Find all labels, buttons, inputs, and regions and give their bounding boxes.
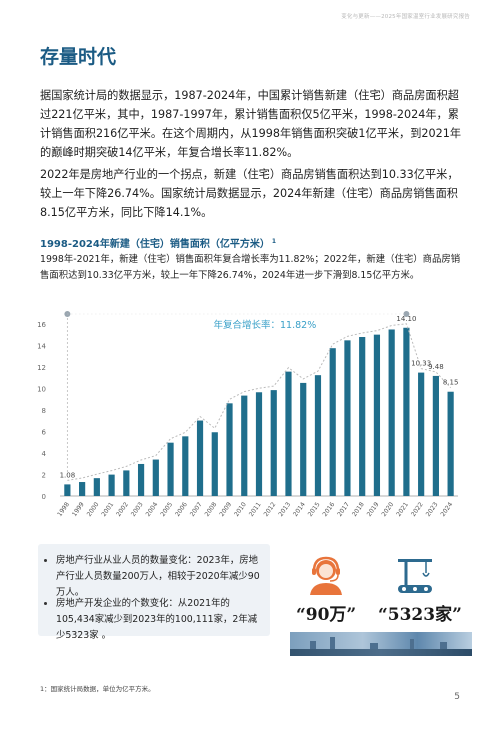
x-tick-label: 2005	[159, 501, 174, 518]
x-tick-label: 2013	[277, 501, 292, 518]
bar-2023	[432, 375, 439, 496]
x-tick-label: 2023	[425, 501, 440, 518]
x-tick-label: 2010	[233, 501, 248, 518]
x-tick-label: 2020	[381, 501, 396, 518]
x-tick-label: 2008	[204, 501, 219, 518]
x-tick-label: 2012	[263, 501, 278, 518]
x-tick-label: 2022	[410, 501, 425, 518]
crane-icon	[398, 559, 432, 593]
y-tick-label: 12	[37, 364, 46, 372]
page-title: 存量时代	[40, 46, 117, 68]
bar-2021	[403, 327, 410, 496]
bar-2014	[300, 382, 307, 496]
bar-2016	[329, 348, 336, 496]
x-tick-label: 2018	[351, 501, 366, 518]
bullet-item-employees: 房地产行业从业人员的数量变化：2023年，房地产行业人员数量200万人，相较于2…	[44, 553, 266, 601]
data-label-1998: 1.08	[60, 471, 76, 479]
x-tick-label: 2014	[292, 501, 307, 518]
header-note: 变化与更新——2025年国家温室行业发展研究报告	[341, 14, 470, 20]
x-tick-label: 2007	[189, 501, 204, 518]
bar-2007	[196, 420, 204, 496]
bullet-text: 房地产行业从业人员的数量变化：2023年，房地产行业人员数量200万人，相较于2…	[56, 555, 260, 598]
bar-2008	[211, 432, 218, 496]
x-tick-label: 2002	[115, 501, 130, 518]
y-tick-label: 10	[37, 386, 46, 394]
bar-2004	[152, 459, 159, 496]
x-tick-label: 2016	[322, 501, 337, 518]
bar-2003	[137, 463, 145, 496]
chart-title-text: 1998-2024年新建（住宅）销售面积（亿平方米）	[40, 239, 270, 250]
bullet-item-companies: 房地产开发企业的个数变化：从2021年的105,434家减少到2023年的100…	[44, 596, 266, 644]
bar-1999	[79, 482, 86, 496]
x-tick-label: 2017	[336, 501, 351, 518]
data-label-2023: 9.48	[428, 363, 444, 371]
data-label-2021: 14.10	[396, 315, 416, 323]
bullet-box: 房地产行业从业人员的数量变化：2023年，房地产行业人员数量200万人，相较于2…	[38, 544, 270, 641]
y-tick-label: 16	[37, 321, 46, 329]
bar-2019	[373, 334, 381, 496]
growth-marker-dot	[403, 311, 410, 317]
stat-companies: “5323家”	[378, 605, 462, 625]
x-tick-label: 2011	[248, 501, 263, 518]
paragraph-2: 2022年是房地产行业的一个拐点，新建（住宅）商品房销售面积达到10.33亿平米…	[40, 168, 459, 219]
bar-2006	[182, 436, 189, 496]
x-tick-label: 2009	[218, 501, 233, 518]
x-tick-label: 2004	[145, 501, 160, 518]
x-tick-label: 2015	[307, 501, 322, 518]
footnote-ref: 1	[271, 237, 277, 245]
bar-2022	[418, 372, 425, 496]
growth-annotation: 年复合增长率：11.82%	[214, 319, 317, 331]
x-tick-label: 2006	[174, 501, 189, 518]
x-tick-label: 2019	[366, 501, 381, 518]
bar-2005	[167, 442, 174, 496]
bar-2024	[447, 391, 454, 496]
bullet-text: 房地产开发企业的个数变化：从2021年的105,434家减少到2023年的100…	[56, 598, 258, 641]
x-tick-label: 2003	[130, 501, 145, 518]
customer-service-person-icon	[310, 556, 342, 595]
chart-subtitle: 1998年-2021年，新建（住宅）销售面积年复合增长率为11.82%；2022…	[40, 254, 461, 281]
bar-2018	[359, 337, 366, 496]
bar-2000	[93, 478, 100, 496]
y-tick-label: 0	[42, 493, 46, 501]
trend-line	[67, 323, 451, 481]
bar-1998	[64, 484, 71, 496]
bar-2013	[285, 371, 292, 496]
bullet-dot	[44, 602, 47, 605]
bar-2015	[314, 375, 322, 496]
x-tick-label: 2001	[100, 501, 115, 518]
stat-employees: “90万”	[296, 605, 357, 625]
x-tick-label: 2024	[440, 501, 455, 518]
x-tick-label: 2000	[86, 501, 101, 518]
y-tick-label: 2	[42, 472, 46, 480]
bullet-dot	[44, 559, 47, 562]
y-tick-label: 6	[42, 429, 47, 437]
x-tick-label: 1998	[56, 501, 71, 518]
y-tick-label: 14	[37, 343, 46, 351]
bar-2002	[123, 470, 130, 496]
bar-2017	[344, 340, 351, 496]
bar-2011	[255, 392, 263, 496]
paragraph-1: 据国家统计局的数据显示，1987-2024年，中国累计销售新建（住宅）商品房面积…	[40, 89, 462, 159]
chart-title: 1998-2024年新建（住宅）销售面积（亿平方米） 1	[40, 235, 276, 250]
x-tick-label: 2021	[395, 501, 410, 518]
footnote: 1：国家统计局数据，单位为亿平方米。	[40, 685, 155, 693]
bar-2001	[108, 474, 115, 496]
y-tick-label: 8	[42, 407, 46, 415]
data-label-2024: 8.15	[443, 379, 459, 387]
bar-2020	[388, 329, 395, 496]
data-label-2022: 10.33	[411, 360, 431, 368]
page-number: 5	[454, 692, 460, 702]
bar-2012	[270, 390, 277, 496]
cityscape-photo	[290, 632, 472, 656]
bar-2010	[241, 395, 248, 496]
x-tick-label: 1999	[71, 501, 86, 518]
bar-2009	[226, 403, 233, 496]
y-tick-label: 4	[42, 450, 47, 458]
